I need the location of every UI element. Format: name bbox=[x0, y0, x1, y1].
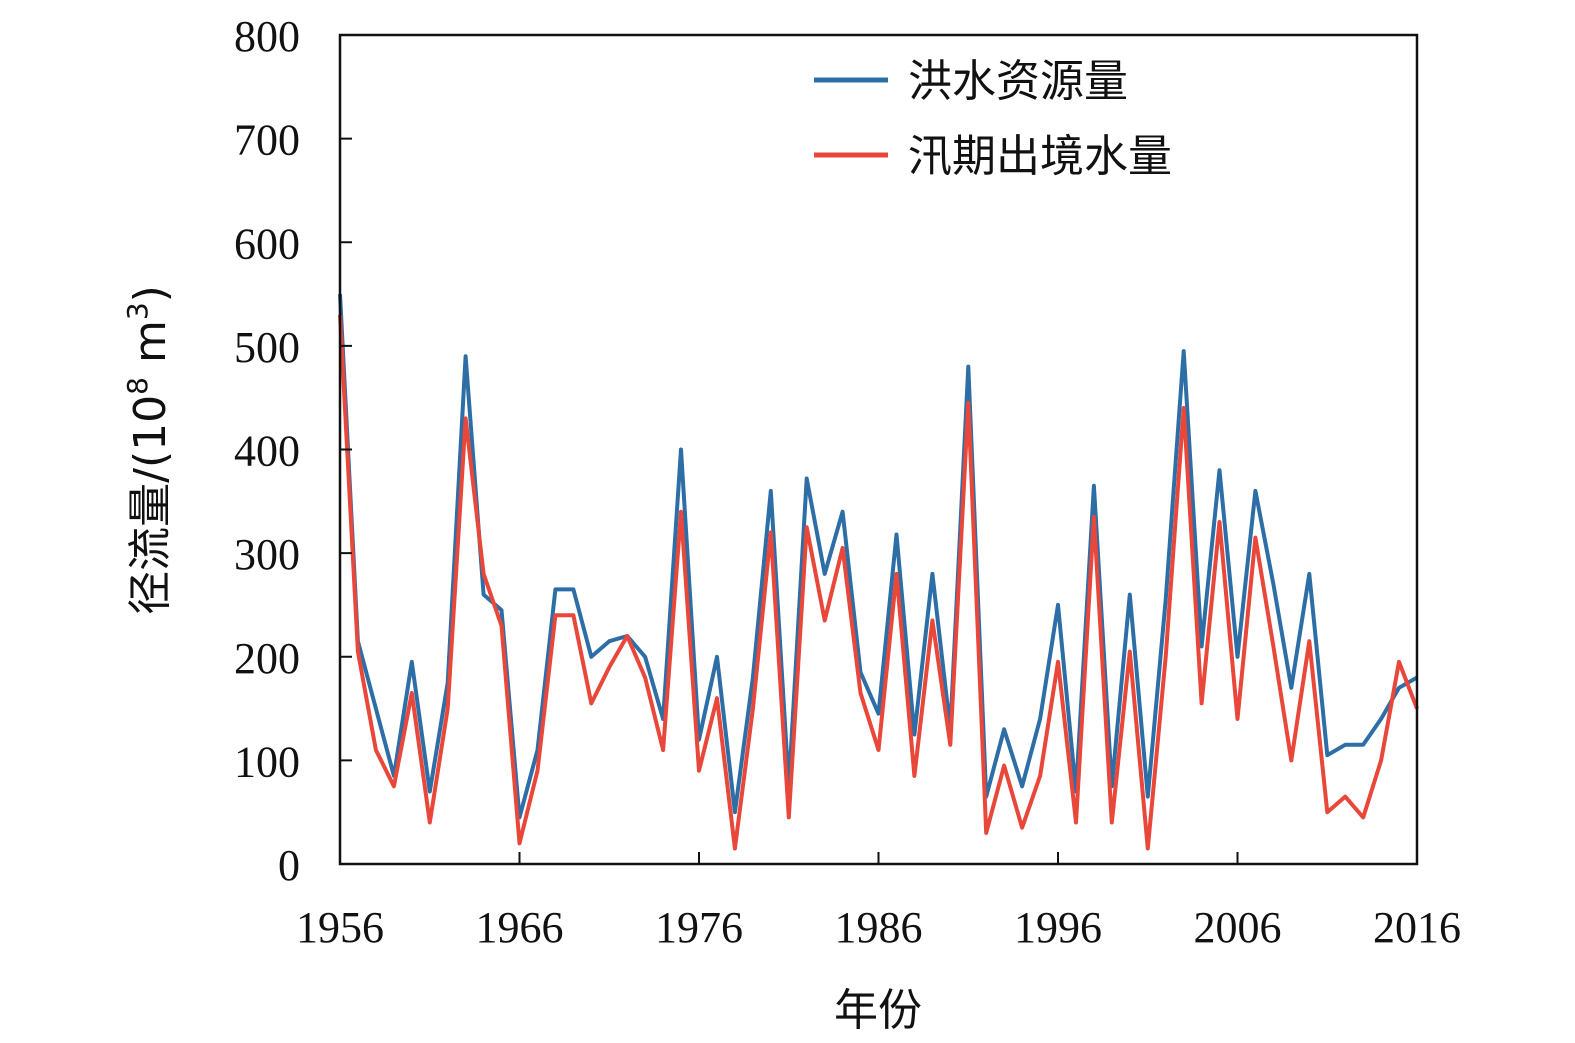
y-tick-label: 300 bbox=[234, 530, 300, 579]
x-tick-label: 1986 bbox=[835, 903, 923, 952]
series-line-flood-season-outflow bbox=[338, 314, 1419, 851]
legend: 洪水资源量 汛期出境水量 bbox=[814, 56, 1172, 182]
x-tick-label: 2016 bbox=[1373, 903, 1461, 952]
x-tick-label: 1956 bbox=[296, 903, 384, 952]
x-tick-label: 1976 bbox=[655, 903, 743, 952]
x-tick-label: 2006 bbox=[1194, 903, 1282, 952]
y-tick-label: 200 bbox=[234, 634, 300, 683]
y-axis-title-exp-3: 3 bbox=[121, 302, 154, 320]
series-layer bbox=[338, 293, 1419, 851]
y-axis-title: 径流量/(108 m3) bbox=[121, 285, 176, 615]
tick-layer: 0 100 200 300 400 500 600 700 800 1956 1966 1976 198… bbox=[234, 12, 1461, 952]
legend-label-flood-resources: 洪水资源量 bbox=[908, 56, 1128, 107]
y-tick-label: 600 bbox=[234, 219, 300, 268]
y-axis-title-unit: m bbox=[125, 320, 176, 377]
y-tick-label: 800 bbox=[234, 12, 300, 61]
y-tick-label: 100 bbox=[234, 737, 300, 786]
y-tick-label: 0 bbox=[278, 841, 300, 890]
y-axis-title-exp-8: 8 bbox=[121, 377, 154, 395]
y-axis-title-main: 径流量/(10 bbox=[125, 395, 176, 615]
x-tick-label: 1966 bbox=[476, 903, 564, 952]
legend-label-flood-season-outflow: 汛期出境水量 bbox=[908, 131, 1172, 182]
y-tick-label: 400 bbox=[234, 427, 300, 476]
x-tick-label: 1996 bbox=[1014, 903, 1102, 952]
y-tick-label: 500 bbox=[234, 323, 300, 372]
y-axis-title-close: ) bbox=[125, 285, 176, 302]
x-axis-title: 年份 bbox=[834, 985, 922, 1036]
y-tick-label: 700 bbox=[234, 116, 300, 165]
